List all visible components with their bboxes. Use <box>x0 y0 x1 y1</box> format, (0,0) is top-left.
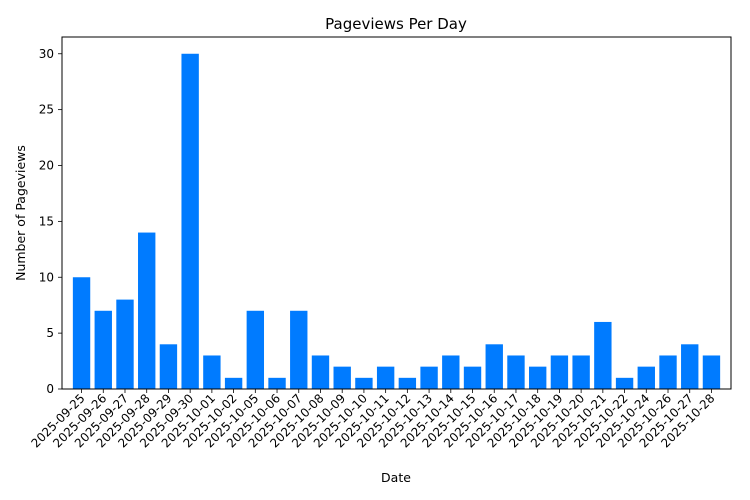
bar-2025-10-13 <box>420 366 438 389</box>
bar-2025-10-22 <box>615 377 634 389</box>
bar-2025-10-07 <box>290 310 308 389</box>
y-tick-label: 5 <box>46 326 54 340</box>
x-axis-label: Date <box>381 470 411 485</box>
bar-2025-10-09 <box>333 366 351 389</box>
y-tick-label: 15 <box>39 214 54 228</box>
bar-2025-10-06 <box>268 377 286 389</box>
bar-2025-10-28 <box>702 355 721 389</box>
y-tick-label: 25 <box>39 103 54 117</box>
bar-2025-10-15 <box>463 366 482 389</box>
plot-frame <box>61 36 732 390</box>
y-tick-label: 30 <box>39 47 54 61</box>
y-axis: 0 5 10 15 20 25 30 <box>39 47 62 396</box>
bar-2025-10-14 <box>442 355 460 389</box>
bar-2025-10-24 <box>637 366 655 389</box>
bar-2025-10-18 <box>529 366 547 389</box>
bar-2025-09-28 <box>138 232 156 389</box>
bar-2025-10-01 <box>203 355 221 389</box>
y-tick-label: 0 <box>46 382 54 396</box>
bar-2025-10-26 <box>659 355 677 389</box>
y-tick-label: 20 <box>39 159 54 173</box>
bar-2025-10-08 <box>311 355 330 389</box>
chart-title: Pageviews Per Day <box>325 15 467 33</box>
bar-2025-09-30 <box>181 53 199 389</box>
bar-2025-09-27 <box>116 299 134 389</box>
bar-2025-10-19 <box>550 355 569 389</box>
y-axis-label: Number of Pageviews <box>13 145 28 281</box>
bar-2025-10-16 <box>485 344 503 389</box>
x-axis: 2025-09-252025-09-262025-09-272025-09-28… <box>28 389 718 450</box>
y-tick-label: 10 <box>39 270 54 284</box>
bar-2025-10-27 <box>681 344 699 389</box>
bar-2025-09-25 <box>72 277 91 389</box>
bar-2025-10-17 <box>507 355 525 389</box>
bar-2025-09-29 <box>159 344 178 389</box>
bar-2025-10-21 <box>594 321 612 389</box>
bars-group <box>72 53 721 389</box>
bar-2025-10-20 <box>572 355 590 389</box>
bar-2025-10-05 <box>246 310 265 389</box>
bar-2025-10-10 <box>355 377 373 389</box>
bar-2025-10-12 <box>398 377 417 389</box>
bar-2025-09-26 <box>94 310 112 389</box>
bar-2025-10-11 <box>376 366 395 389</box>
bar-2025-10-02 <box>224 377 243 389</box>
